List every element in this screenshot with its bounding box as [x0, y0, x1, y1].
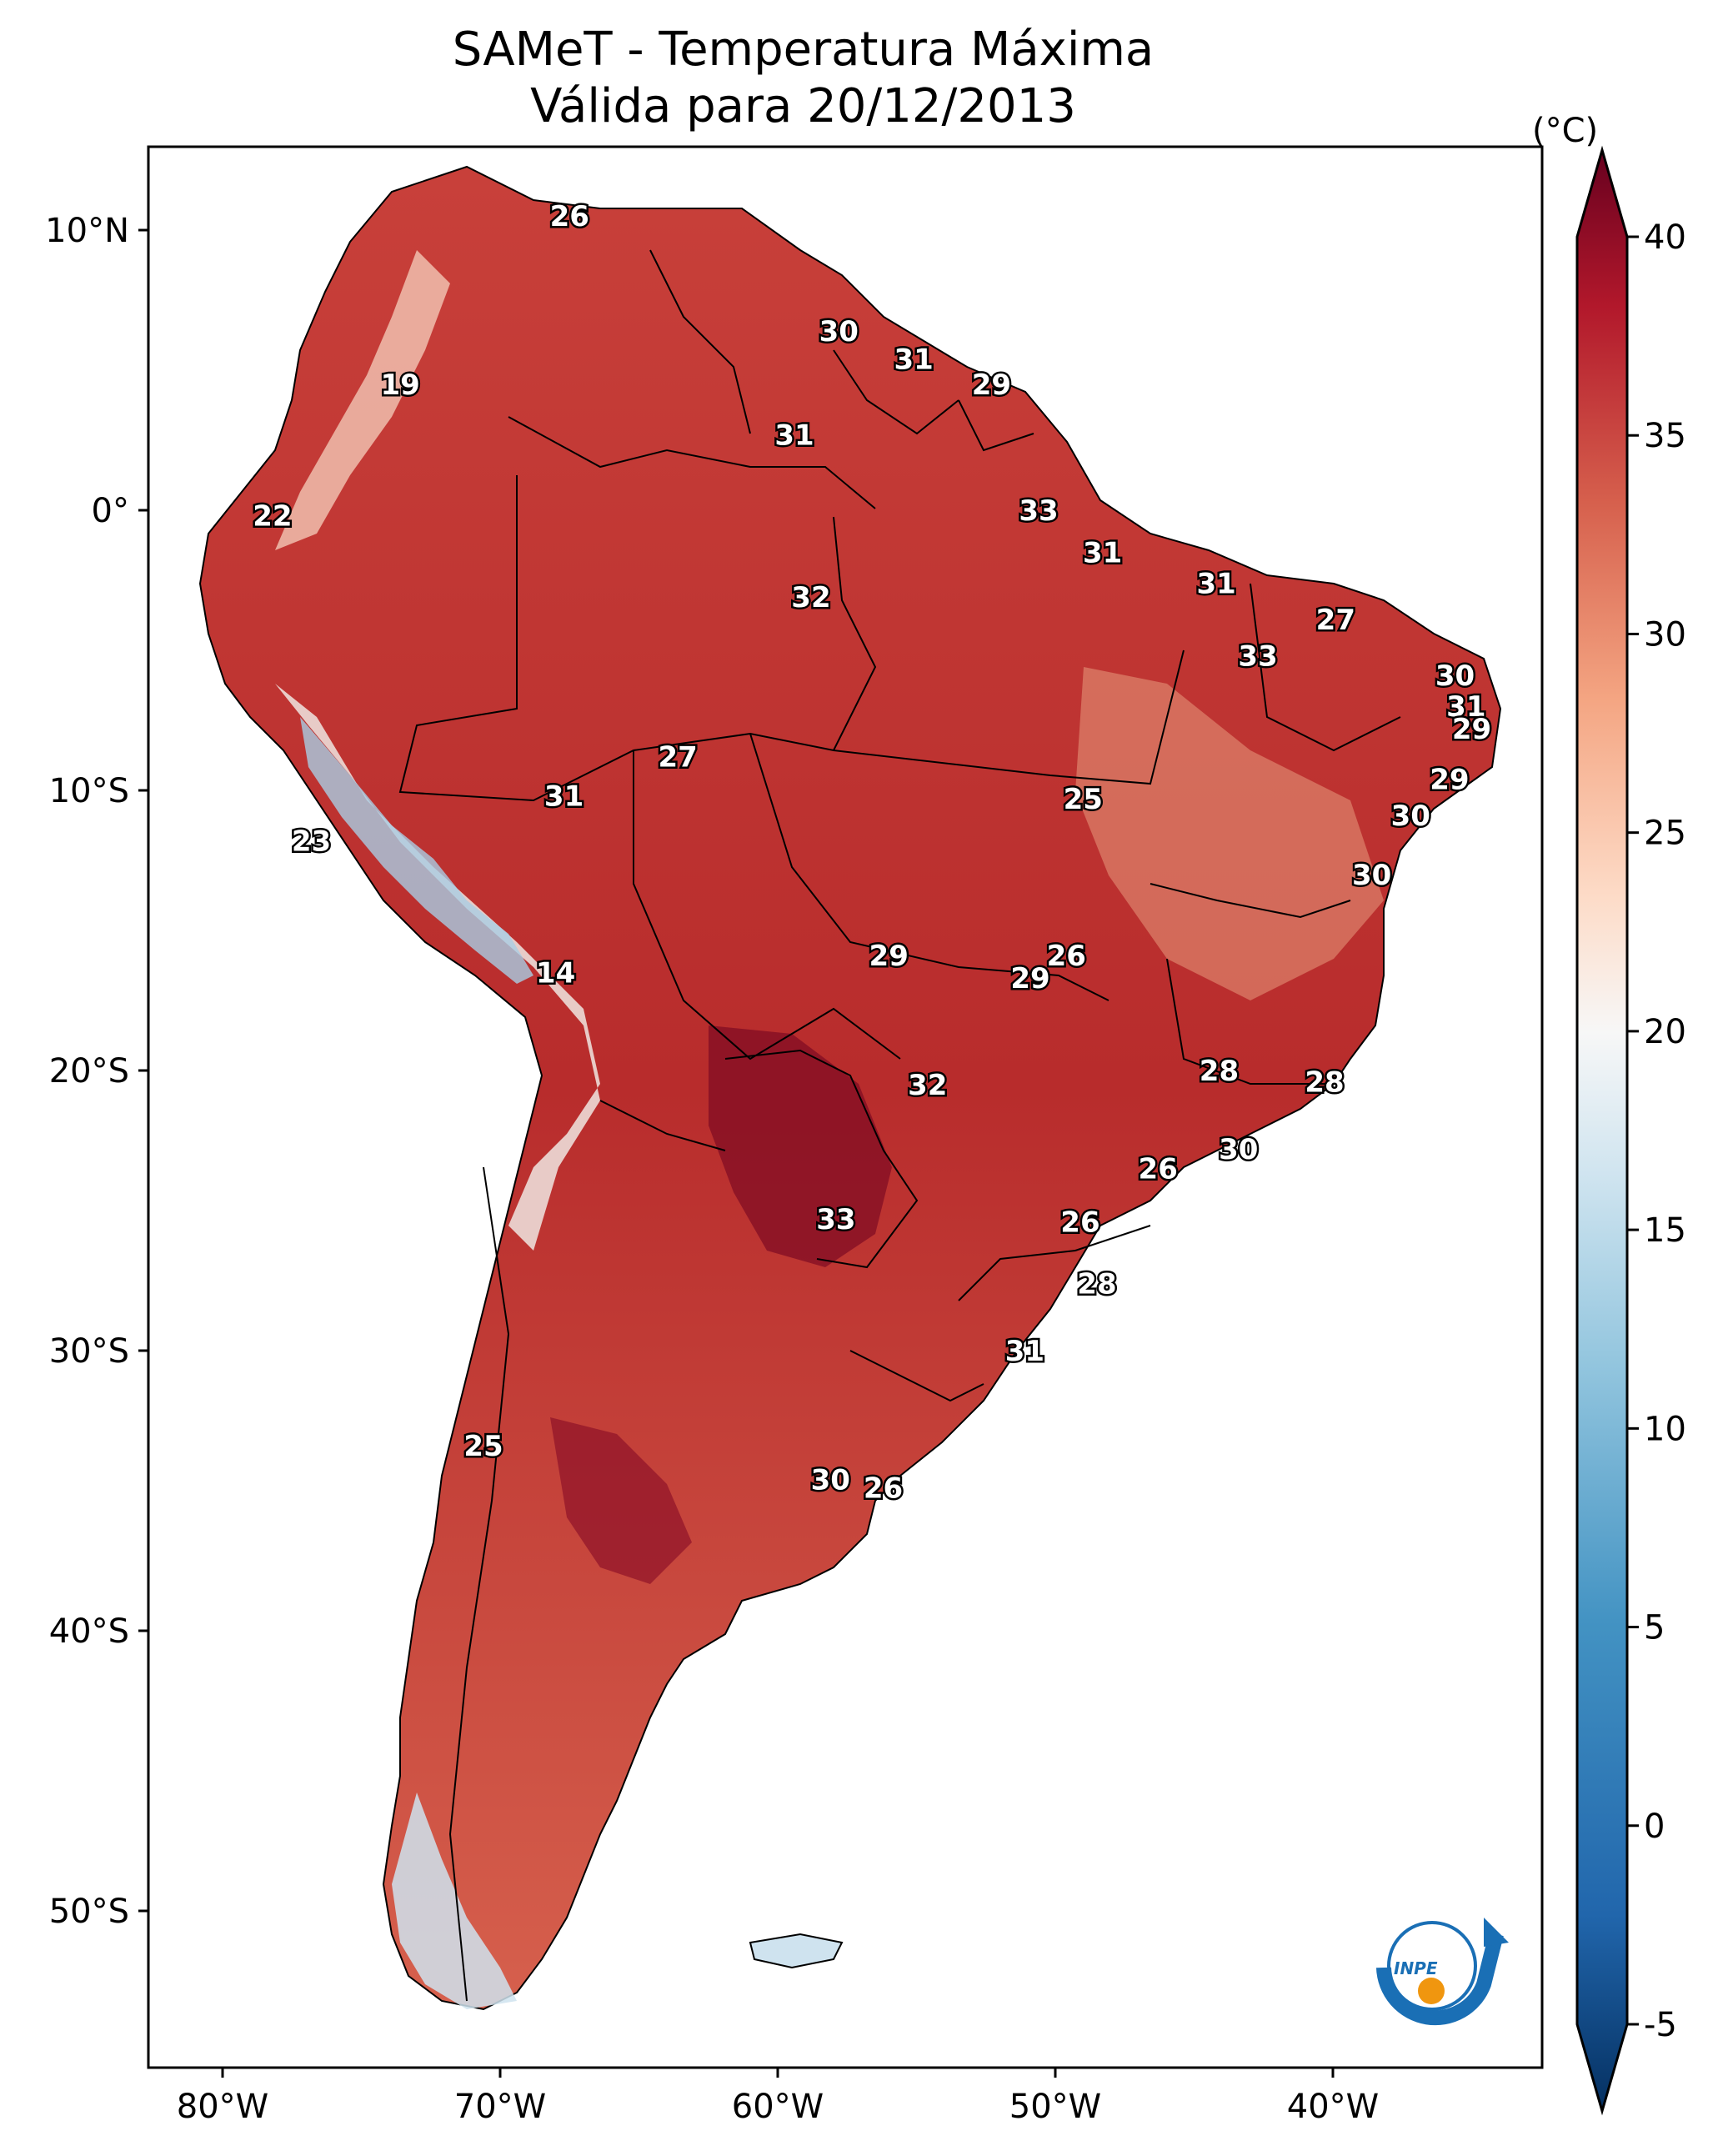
y-tick-label: 0° — [92, 492, 129, 530]
x-tick-label: 70°W — [454, 2088, 546, 2126]
temperature-value-label: 27 — [658, 741, 697, 775]
temperature-value-label: 23 — [292, 825, 331, 858]
colorbar-tick-label: 40 — [1644, 218, 1686, 257]
colorbar-tick-label: 20 — [1644, 1013, 1686, 1051]
temperature-value-label: 25 — [463, 1430, 503, 1463]
temperature-value-label: 28 — [1077, 1267, 1116, 1301]
temperature-value-label: 32 — [908, 1069, 947, 1102]
x-tick-label: 50°W — [1009, 2088, 1101, 2126]
falkland-islands — [749, 1933, 844, 1969]
y-tick-label: 30°S — [49, 1332, 129, 1371]
temperature-value-label: 31 — [1196, 567, 1235, 600]
temperature-value-label: 29 — [1010, 962, 1049, 995]
temperature-value-label: 19 — [380, 369, 419, 402]
temperature-value-label: 33 — [1238, 640, 1277, 674]
temperature-value-label: 33 — [1019, 494, 1058, 528]
colorbar-tick-label: 35 — [1644, 417, 1686, 455]
chaco-hot-core — [709, 1025, 892, 1267]
x-axis-ticks: 80°W 70°W 60°W 50°W 40°W — [177, 2068, 1379, 2126]
temperature-value-label: 28 — [1305, 1065, 1344, 1099]
colorbar: (°C) 40 35 30 25 20 15 10 5 0 -5 — [1532, 112, 1686, 2116]
temperature-value-label: 30 — [1391, 800, 1430, 833]
temperature-value-label: 26 — [1060, 1206, 1099, 1239]
temperature-value-label: 31 — [1083, 536, 1122, 569]
patagonia-cool — [392, 1792, 517, 2009]
x-tick-label: 80°W — [177, 2088, 268, 2126]
temperature-value-label: 26 — [550, 200, 589, 233]
temperature-value-label: 30 — [1435, 659, 1475, 693]
colombia-andes-cool — [275, 250, 450, 550]
temperature-value-label: 31 — [1005, 1335, 1044, 1368]
x-tick-label: 60°W — [732, 2088, 824, 2126]
temperature-value-label: 30 — [1352, 859, 1391, 892]
y-tick-label: 10°S — [49, 772, 129, 810]
temperature-value-label: 32 — [791, 581, 830, 614]
pampa-hot-core — [550, 1417, 692, 1584]
inpe-logo: INPE — [1376, 1918, 1509, 2026]
temperature-value-label: 29 — [1452, 713, 1491, 746]
temperature-value-label: 25 — [1064, 783, 1103, 816]
temperature-value-label: 30 — [819, 315, 859, 348]
temperature-field — [198, 165, 1502, 2011]
temperature-value-label: 31 — [1446, 690, 1485, 724]
y-axis-ticks: 10°N 0° 10°S 20°S 30°S 40°S 50°S — [45, 212, 148, 1931]
temperature-value-label: 14 — [536, 956, 575, 990]
y-tick-label: 50°S — [49, 1893, 129, 1931]
temperature-value-label: 28 — [1200, 1055, 1239, 1088]
temperature-value-label: 31 — [894, 343, 934, 377]
colorbar-tick-label: 0 — [1644, 1808, 1665, 1846]
map-title: SAMeT - Temperatura Máxima — [452, 23, 1155, 77]
temperature-value-label: 26 — [1047, 940, 1086, 973]
colorbar-tick-label: 15 — [1644, 1211, 1686, 1250]
temperature-value-label: 27 — [1316, 604, 1355, 637]
y-tick-label: 40°S — [49, 1612, 129, 1651]
map-subtitle: Válida para 20/12/2013 — [530, 79, 1076, 133]
colorbar-tick-label: 30 — [1644, 615, 1686, 654]
logo-orange-dot — [1418, 1978, 1445, 2004]
temperature-value-label: 33 — [816, 1203, 855, 1236]
temperature-value-label: 29 — [1430, 764, 1469, 797]
temperature-value-label: 31 — [774, 419, 814, 452]
country-borders — [398, 249, 1401, 2002]
colorbar-tick-label: 25 — [1644, 815, 1686, 853]
colorbar-body — [1575, 145, 1629, 2116]
andes-blue-patch — [300, 717, 533, 984]
colorbar-ticks: 40 35 30 25 20 15 10 5 0 -5 — [1627, 218, 1686, 2044]
colorbar-tick-label: -5 — [1644, 2006, 1677, 2044]
logo-arrow-icon — [1484, 1918, 1509, 1947]
colorbar-tick-label: 5 — [1644, 1609, 1665, 1647]
temperature-value-label: 30 — [1219, 1133, 1258, 1166]
temperature-value-label: 31 — [544, 780, 584, 814]
andes-cool-band — [275, 684, 600, 1251]
temperature-value-label: 30 — [811, 1464, 850, 1497]
y-tick-label: 20°S — [49, 1052, 129, 1091]
temperature-value-label: 29 — [869, 940, 909, 973]
colorbar-unit-label: (°C) — [1532, 112, 1598, 150]
temperature-value-label: 22 — [253, 500, 292, 534]
temperature-value-label: 26 — [864, 1472, 903, 1506]
x-tick-label: 40°W — [1287, 2088, 1379, 2126]
y-tick-label: 10°N — [45, 212, 129, 250]
temperature-value-label: 29 — [972, 369, 1011, 402]
temperature-value-label: 26 — [1139, 1153, 1178, 1186]
brazil-plateau-warm — [1075, 667, 1384, 1000]
colorbar-tick-label: 10 — [1644, 1410, 1686, 1448]
logo-text: INPE — [1394, 1958, 1438, 1978]
